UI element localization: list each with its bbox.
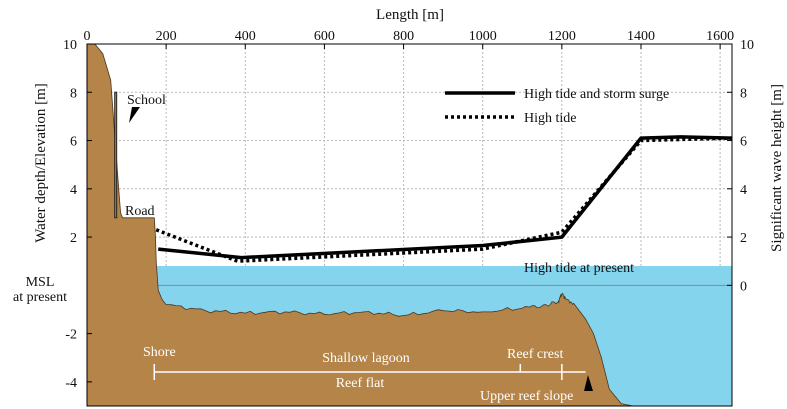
x-tick-label: 400	[235, 29, 256, 44]
shallow-lagoon-label: Shallow lagoon	[322, 351, 410, 366]
road-label: Road	[125, 204, 155, 219]
x-tick-label: 800	[393, 29, 414, 44]
plot-frame	[86, 43, 733, 407]
series-line-storm-surge	[158, 135, 733, 260]
school-pointer	[129, 107, 140, 123]
y-left-tick-label: 8	[70, 86, 77, 101]
msl-label-line1: MSL	[26, 275, 55, 290]
upper-reef-slope-label: Upper reef slope	[480, 389, 573, 404]
y-right-tick-label: 10	[740, 38, 754, 53]
y-right-tick-label: 8	[740, 86, 747, 101]
ground-profile	[86, 43, 732, 407]
upper-reef-slope-pointer	[584, 375, 593, 391]
high-tide-present-label: High tide at present	[524, 261, 634, 276]
y-right-tick-label: 4	[740, 183, 747, 198]
msl-label-line2: at present	[13, 290, 67, 305]
y-left-tick-label: 10	[63, 38, 77, 53]
y-right-tick-label: 6	[740, 135, 747, 150]
x-tick-label: 1600	[706, 29, 734, 44]
y-left-tick-label: -2	[65, 328, 77, 343]
series-layer	[155, 135, 733, 263]
shore-label: Shore	[143, 345, 176, 360]
reef-crest-label: Reef crest	[507, 347, 563, 362]
legend-label-high-tide: High tide	[524, 111, 577, 126]
x-tick-label: 200	[156, 29, 177, 44]
y-left-tick-label: -4	[65, 376, 77, 391]
x-axis-title: Length [m]	[376, 7, 444, 23]
school-building	[114, 91, 118, 219]
x-tick-label: 1000	[469, 29, 497, 44]
legend-label-storm-surge: High tide and storm surge	[524, 87, 669, 102]
x-tick-label: 600	[314, 29, 335, 44]
x-tick-label: 0	[84, 29, 91, 44]
series-line-high-tide	[155, 136, 733, 263]
grid	[87, 44, 732, 267]
x-tick-label: 1400	[627, 29, 655, 44]
y-left-tick-label: 2	[70, 231, 77, 246]
y-right-axis-title: Significant wave height [m]	[769, 84, 785, 252]
x-tick-label: 1200	[548, 29, 576, 44]
school-label: School	[127, 93, 166, 108]
zone-markers	[153, 364, 586, 380]
reef-flat-label: Reef flat	[336, 376, 385, 391]
y-left-tick-label: 4	[70, 183, 77, 198]
legend: High tide and storm surge High tide	[445, 87, 669, 126]
axis-ticks: 0 200 400 600 800 1000 1200 1400 1600 10 8 6 4 2 -2 -4 1…	[63, 29, 754, 391]
y-right-tick-label: 0	[740, 279, 747, 294]
y-left-axis-title: Water depth/Elevation [m]	[33, 83, 49, 243]
y-left-tick-label: 6	[70, 135, 77, 150]
y-right-tick-label: 2	[740, 231, 747, 246]
